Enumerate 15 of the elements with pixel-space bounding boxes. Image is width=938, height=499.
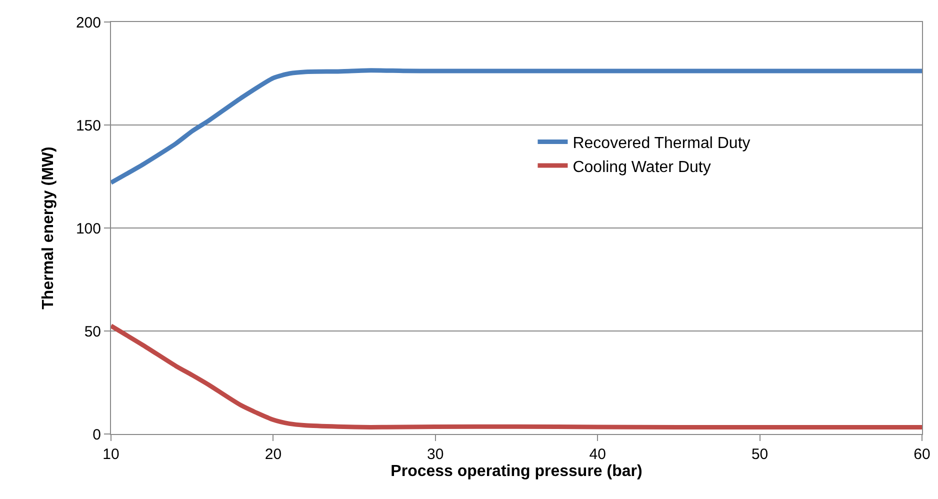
y-axis-title: Thermal energy (MW) xyxy=(40,146,57,310)
x-tick-label: 10 xyxy=(102,446,120,463)
x-tick-label: 60 xyxy=(914,446,930,463)
legend-label: Cooling Water Duty xyxy=(572,158,711,176)
y-tick-label: 100 xyxy=(76,220,101,238)
x-tick-label: 50 xyxy=(751,446,768,463)
x-axis-title: Process operating pressure (bar) xyxy=(390,463,642,480)
y-tick-label: 50 xyxy=(84,323,101,340)
x-tick-label: 30 xyxy=(427,446,444,463)
y-tick-label: 150 xyxy=(76,117,101,134)
y-tick-label: 200 xyxy=(76,14,101,32)
legend-label: Recovered Thermal Duty xyxy=(572,134,750,152)
y-tick-label: 0 xyxy=(92,426,101,444)
x-tick-label: 20 xyxy=(264,446,282,463)
x-tick-label: 40 xyxy=(589,446,606,463)
